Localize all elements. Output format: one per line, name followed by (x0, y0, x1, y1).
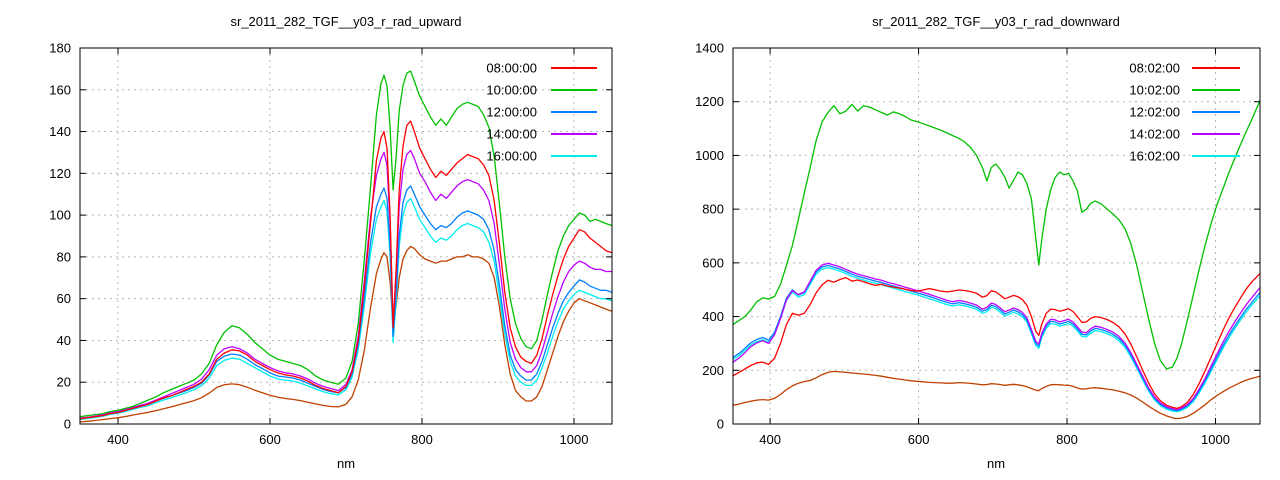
y-tick-label: 0 (717, 417, 724, 432)
y-tick-label: 20 (57, 375, 71, 390)
series-line-10:02:00 (732, 99, 1261, 370)
legend-label: 14:00:00 (486, 127, 537, 142)
chart-upward: sr_2011_282_TGF__y03_r_rad_upward nm 400… (49, 14, 613, 471)
y-tick-label: 0 (64, 417, 71, 432)
x-axis-label: nm (337, 456, 355, 471)
y-tick-label: 1000 (695, 148, 724, 163)
series-line-12:02:00 (732, 264, 1261, 412)
y-tick-label: 40 (57, 333, 71, 348)
legend-label: 16:00:00 (486, 149, 537, 164)
y-tick-label: 400 (702, 309, 724, 324)
chart-title: sr_2011_282_TGF__y03_r_rad_upward (230, 14, 461, 29)
y-tick-label: 100 (49, 208, 71, 223)
series-lines (79, 70, 613, 423)
legend-label: 16:02:00 (1129, 149, 1180, 164)
x-tick-label: 1000 (1201, 432, 1230, 447)
x-tick-label: 800 (1056, 432, 1078, 447)
y-tick-label: 60 (57, 291, 71, 306)
series-line-08:02:00 (732, 272, 1261, 410)
upward-chart-svg: sr_2011_282_TGF__y03_r_rad_upward nm 400… (49, 14, 613, 471)
plot-border (732, 47, 1261, 425)
legend: 08:00:00 10:00:00 12:00:00 14:00:00 16:00:00 (486, 61, 597, 164)
x-tick-label: 600 (259, 432, 281, 447)
y-tick-label: 120 (49, 166, 71, 181)
axis-ticks (733, 47, 1260, 425)
axis-ticks (80, 47, 612, 425)
legend-label: 14:02:00 (1129, 127, 1180, 142)
series-lines (732, 99, 1261, 420)
legend-label: 12:02:00 (1129, 105, 1180, 120)
x-tick-label: 1000 (560, 432, 589, 447)
y-tick-label: 800 (702, 202, 724, 217)
legend-label: 10:02:00 (1129, 83, 1180, 98)
y-tick-label: 180 (49, 41, 71, 56)
y-tick-label: 80 (57, 249, 71, 264)
series-line-14:02:00 (732, 262, 1261, 411)
plot-border (79, 47, 613, 425)
series-line-untitled (732, 370, 1261, 420)
series-line-untitled (79, 245, 613, 423)
grid-lines (733, 48, 1260, 424)
x-tick-label: 800 (411, 432, 433, 447)
y-tick-label: 1400 (695, 41, 724, 56)
y-tick-label: 140 (49, 124, 71, 139)
y-tick-label: 200 (702, 363, 724, 378)
x-tick-label: 400 (107, 432, 129, 447)
series-line-12:00:00 (79, 185, 613, 420)
tick-labels: 400 600 800 1000 0 200 400 600 800 1000 1200 1400 (695, 41, 1230, 448)
legend-label: 08:02:00 (1129, 61, 1180, 76)
y-tick-label: 1200 (695, 94, 724, 109)
legend-label: 12:00:00 (486, 105, 537, 120)
tick-labels: 400 600 800 1000 0 20 40 60 80 100 120 140 160 180 (49, 41, 588, 448)
y-tick-label: 160 (49, 82, 71, 97)
series-line-10:00:00 (79, 70, 613, 418)
legend-label: 10:00:00 (486, 83, 537, 98)
x-tick-label: 600 (908, 432, 930, 447)
y-tick-label: 600 (702, 255, 724, 270)
chart-title: sr_2011_282_TGF__y03_r_rad_downward (872, 14, 1120, 29)
chart-downward: sr_2011_282_TGF__y03_r_rad_downward nm 4… (640, 0, 1280, 480)
x-tick-label: 400 (759, 432, 781, 447)
grid-lines (80, 48, 612, 424)
legend-label: 08:00:00 (486, 61, 537, 76)
x-axis-label: nm (987, 456, 1005, 471)
legend: 08:02:00 10:02:00 12:02:00 14:02:00 16:02:00 (1129, 61, 1240, 164)
series-line-16:02:00 (732, 267, 1261, 413)
series-line-08:00:00 (79, 120, 613, 420)
downward-chart-svg: sr_2011_282_TGF__y03_r_rad_downward nm 4… (695, 14, 1261, 471)
